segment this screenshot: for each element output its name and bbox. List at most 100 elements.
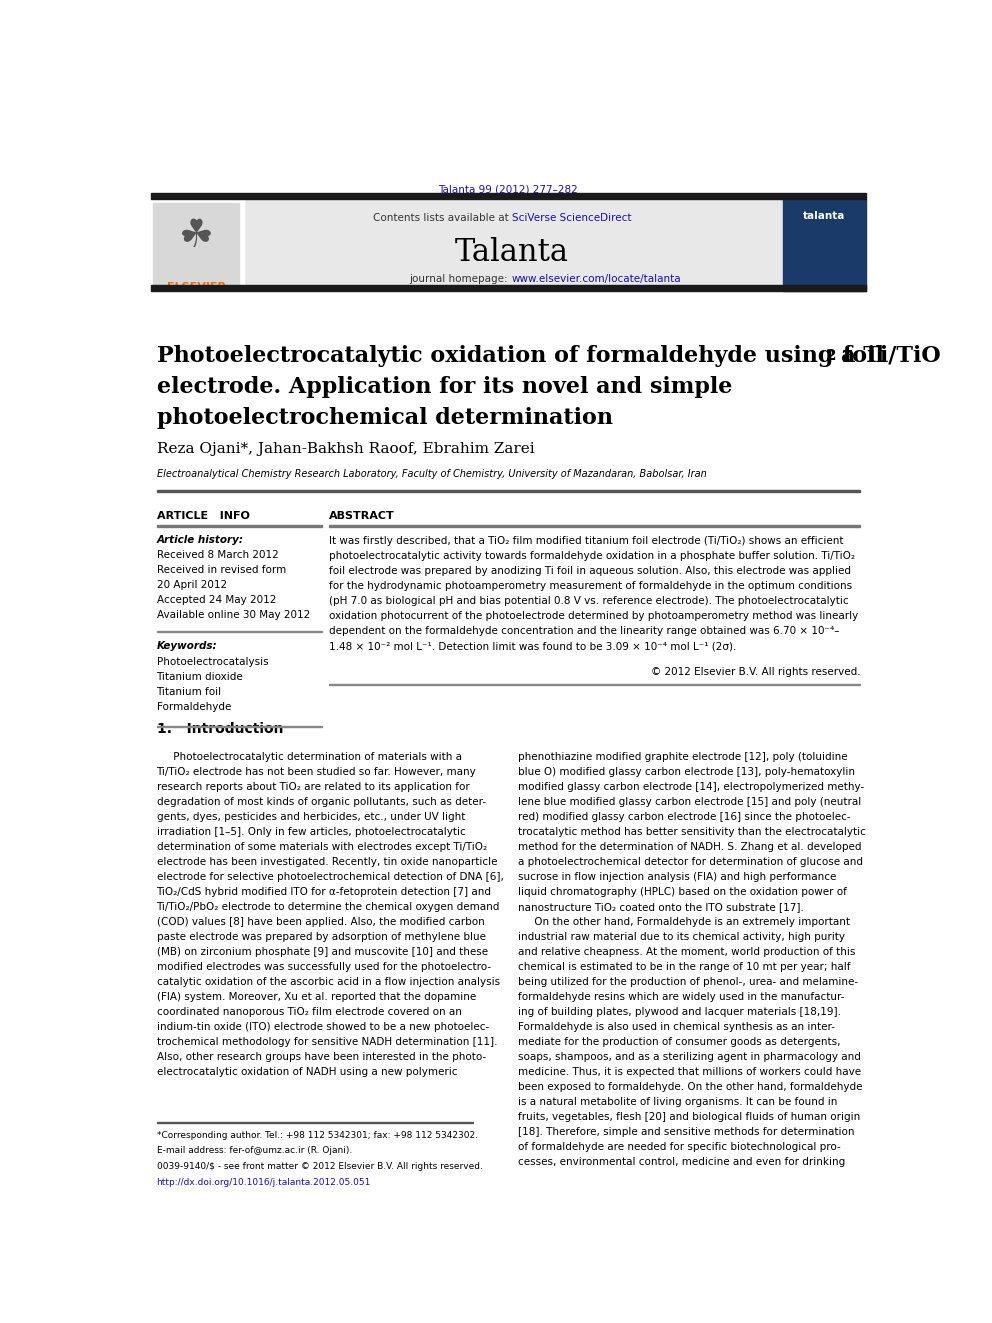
Text: ☘: ☘: [179, 217, 213, 254]
Text: Photoelectrocatalytic determination of materials with a: Photoelectrocatalytic determination of m…: [157, 751, 461, 762]
Bar: [151, 193, 866, 198]
Text: electrocatalytic oxidation of NADH using a new polymeric: electrocatalytic oxidation of NADH using…: [157, 1066, 457, 1077]
Text: © 2012 Elsevier B.V. All rights reserved.: © 2012 Elsevier B.V. All rights reserved…: [651, 667, 860, 677]
Text: ing of building plates, plywood and lacquer materials [18,19].: ing of building plates, plywood and lacq…: [518, 1007, 840, 1017]
Text: E-mail address: fer-of@umz.ac.ir (R. Ojani).: E-mail address: fer-of@umz.ac.ir (R. Oja…: [157, 1146, 352, 1155]
Text: lene blue modified glassy carbon electrode [15] and poly (neutral: lene blue modified glassy carbon electro…: [518, 796, 861, 807]
Text: phenothiazine modified graphite electrode [12], poly (toluidine: phenothiazine modified graphite electrod…: [518, 751, 847, 762]
Text: Received 8 March 2012: Received 8 March 2012: [157, 550, 279, 560]
Text: ABSTRACT: ABSTRACT: [329, 512, 395, 521]
Text: 1.48 × 10⁻² mol L⁻¹. Detection limit was found to be 3.09 × 10⁻⁴ mol L⁻¹ (2σ).: 1.48 × 10⁻² mol L⁻¹. Detection limit was…: [329, 642, 737, 651]
Text: formaldehyde resins which are widely used in the manufactur-: formaldehyde resins which are widely use…: [518, 992, 844, 1002]
Text: research reports about TiO₂ are related to its application for: research reports about TiO₂ are related …: [157, 782, 469, 791]
Text: Accepted 24 May 2012: Accepted 24 May 2012: [157, 595, 276, 605]
Text: trochemical methodology for sensitive NADH determination [11].: trochemical methodology for sensitive NA…: [157, 1037, 497, 1046]
Text: being utilized for the production of phenol-, urea- and melamine-: being utilized for the production of phe…: [518, 976, 858, 987]
Bar: [154, 202, 239, 288]
Text: talanta: talanta: [804, 212, 845, 221]
Text: 20 April 2012: 20 April 2012: [157, 579, 227, 590]
Text: ARTICLE   INFO: ARTICLE INFO: [157, 512, 249, 521]
Bar: [151, 198, 866, 291]
Bar: [151, 284, 866, 291]
Text: fruits, vegetables, flesh [20] and biological fluids of human origin: fruits, vegetables, flesh [20] and biolo…: [518, 1113, 860, 1122]
Text: journal homepage:: journal homepage:: [410, 274, 512, 284]
Text: Keywords:: Keywords:: [157, 642, 217, 651]
Text: TiO₂/CdS hybrid modified ITO for α-fetoprotein detection [7] and: TiO₂/CdS hybrid modified ITO for α-fetop…: [157, 886, 492, 897]
Text: paste electrode was prepared by adsorption of methylene blue: paste electrode was prepared by adsorpti…: [157, 931, 485, 942]
Text: medicine. Thus, it is expected that millions of workers could have: medicine. Thus, it is expected that mill…: [518, 1066, 861, 1077]
Text: of formaldehyde are needed for specific biotechnological pro-: of formaldehyde are needed for specific …: [518, 1142, 840, 1152]
Text: industrial raw material due to its chemical activity, high purity: industrial raw material due to its chemi…: [518, 931, 845, 942]
Text: www.elsevier.com/locate/talanta: www.elsevier.com/locate/talanta: [512, 274, 682, 284]
Bar: [151, 198, 244, 291]
Text: red) modified glassy carbon electrode [16] since the photoelec-: red) modified glassy carbon electrode [1…: [518, 812, 850, 822]
Text: modified glassy carbon electrode [14], electropolymerized methy-: modified glassy carbon electrode [14], e…: [518, 782, 864, 791]
Text: coordinated nanoporous TiO₂ film electrode covered on an: coordinated nanoporous TiO₂ film electro…: [157, 1007, 461, 1017]
Text: catalytic oxidation of the ascorbic acid in a flow injection analysis: catalytic oxidation of the ascorbic acid…: [157, 976, 500, 987]
Bar: [783, 198, 866, 291]
Text: 2: 2: [826, 349, 836, 363]
Text: SciVerse ScienceDirect: SciVerse ScienceDirect: [512, 213, 631, 222]
Text: 0039-9140/$ - see front matter © 2012 Elsevier B.V. All rights reserved.: 0039-9140/$ - see front matter © 2012 El…: [157, 1162, 482, 1171]
Text: for the hydrodynamic photoamperometry measurement of formaldehyde in the optimum: for the hydrodynamic photoamperometry me…: [329, 581, 852, 591]
Text: degradation of most kinds of organic pollutants, such as deter-: degradation of most kinds of organic pol…: [157, 796, 486, 807]
Text: oxidation photocurrent of the photoelectrode determined by photoamperometry meth: oxidation photocurrent of the photoelect…: [329, 611, 859, 620]
Text: http://dx.doi.org/10.1016/j.talanta.2012.05.051: http://dx.doi.org/10.1016/j.talanta.2012…: [157, 1177, 371, 1187]
Text: (MB) on zirconium phosphate [9] and muscovite [10] and these: (MB) on zirconium phosphate [9] and musc…: [157, 947, 488, 957]
Text: sucrose in flow injection analysis (FIA) and high performance: sucrose in flow injection analysis (FIA)…: [518, 872, 836, 882]
Text: Available online 30 May 2012: Available online 30 May 2012: [157, 610, 310, 620]
Text: cesses, environmental control, medicine and even for drinking: cesses, environmental control, medicine …: [518, 1158, 845, 1167]
Text: On the other hand, Formaldehyde is an extremely important: On the other hand, Formaldehyde is an ex…: [518, 917, 850, 927]
Text: Formaldehyde is also used in chemical synthesis as an inter-: Formaldehyde is also used in chemical sy…: [518, 1021, 834, 1032]
Text: is a natural metabolite of living organisms. It can be found in: is a natural metabolite of living organi…: [518, 1097, 837, 1107]
Text: ELSEVIER: ELSEVIER: [167, 282, 225, 292]
Text: Formaldehyde: Formaldehyde: [157, 701, 231, 712]
Text: Photoelectrocatalysis: Photoelectrocatalysis: [157, 656, 268, 667]
Text: It was firstly described, that a TiO₂ film modified titanium foil electrode (Ti/: It was firstly described, that a TiO₂ fi…: [329, 536, 844, 546]
Text: foil electrode was prepared by anodizing Ti foil in aqueous solution. Also, this: foil electrode was prepared by anodizing…: [329, 566, 851, 576]
Text: 1.   Introduction: 1. Introduction: [157, 722, 283, 737]
Text: a photoelectrochemical detector for determination of glucose and: a photoelectrochemical detector for dete…: [518, 857, 863, 867]
Text: Also, other research groups have been interested in the photo-: Also, other research groups have been in…: [157, 1052, 486, 1062]
Text: (COD) values [8] have been applied. Also, the modified carbon: (COD) values [8] have been applied. Also…: [157, 917, 484, 927]
Bar: [157, 525, 321, 527]
Text: Titanium foil: Titanium foil: [157, 687, 221, 697]
Text: photoelectrocatalytic activity towards formaldehyde oxidation in a phosphate buf: photoelectrocatalytic activity towards f…: [329, 552, 855, 561]
Text: Ti/TiO₂ electrode has not been studied so far. However, many: Ti/TiO₂ electrode has not been studied s…: [157, 766, 476, 777]
Text: liquid chromatography (HPLC) based on the oxidation power of: liquid chromatography (HPLC) based on th…: [518, 886, 846, 897]
Text: chemical is estimated to be in the range of 10 mt per year; half: chemical is estimated to be in the range…: [518, 962, 850, 972]
Text: *Corresponding author. Tel.: +98 112 5342301; fax: +98 112 5342302.: *Corresponding author. Tel.: +98 112 534…: [157, 1130, 477, 1139]
Text: (FIA) system. Moreover, Xu et al. reported that the dopamine: (FIA) system. Moreover, Xu et al. report…: [157, 992, 476, 1002]
Text: nanostructure TiO₂ coated onto the ITO substrate [17].: nanostructure TiO₂ coated onto the ITO s…: [518, 902, 804, 912]
Text: Talanta: Talanta: [454, 237, 568, 269]
Text: Talanta 99 (2012) 277–282: Talanta 99 (2012) 277–282: [438, 184, 578, 194]
Text: [18]. Therefore, simple and sensitive methods for determination: [18]. Therefore, simple and sensitive me…: [518, 1127, 854, 1136]
Text: irradiation [1–5]. Only in few articles, photoelectrocatalytic: irradiation [1–5]. Only in few articles,…: [157, 827, 465, 836]
Text: dependent on the formaldehyde concentration and the linearity range obtained was: dependent on the formaldehyde concentrat…: [329, 626, 840, 636]
Bar: [329, 525, 860, 527]
Text: Electroanalytical Chemistry Research Laboratory, Faculty of Chemistry, Universit: Electroanalytical Chemistry Research Lab…: [157, 470, 706, 479]
Text: Contents lists available at: Contents lists available at: [373, 213, 512, 222]
Text: electrode. Application for its novel and simple: electrode. Application for its novel and…: [157, 376, 732, 398]
Text: indium-tin oxide (ITO) electrode showed to be a new photoelec-: indium-tin oxide (ITO) electrode showed …: [157, 1021, 489, 1032]
Text: determination of some materials with electrodes except Ti/TiO₂: determination of some materials with ele…: [157, 841, 487, 852]
Text: blue O) modified glassy carbon electrode [13], poly-hematoxylin: blue O) modified glassy carbon electrode…: [518, 766, 855, 777]
Text: and relative cheapness. At the moment, world production of this: and relative cheapness. At the moment, w…: [518, 947, 855, 957]
Text: been exposed to formaldehyde. On the other hand, formaldehyde: been exposed to formaldehyde. On the oth…: [518, 1082, 862, 1091]
Text: modified electrodes was successfully used for the photoelectro-: modified electrodes was successfully use…: [157, 962, 491, 972]
Text: electrode for selective photoelectrochemical detection of DNA [6],: electrode for selective photoelectrochem…: [157, 872, 503, 882]
Text: foil: foil: [835, 345, 884, 366]
Text: Ti/TiO₂/PbO₂ electrode to determine the chemical oxygen demand: Ti/TiO₂/PbO₂ electrode to determine the …: [157, 902, 500, 912]
Text: Received in revised form: Received in revised form: [157, 565, 286, 576]
Text: method for the determination of NADH. S. Zhang et al. developed: method for the determination of NADH. S.…: [518, 841, 861, 852]
Text: Titanium dioxide: Titanium dioxide: [157, 672, 243, 681]
Text: gents, dyes, pesticides and herbicides, etc., under UV light: gents, dyes, pesticides and herbicides, …: [157, 812, 465, 822]
Bar: [157, 491, 860, 492]
Text: trocatalytic method has better sensitivity than the electrocatalytic: trocatalytic method has better sensitivi…: [518, 827, 866, 836]
Text: electrode has been investigated. Recently, tin oxide nanoparticle: electrode has been investigated. Recentl…: [157, 857, 497, 867]
Text: (pH 7.0 as biological pH and bias potential 0.8 V vs. reference electrode). The : (pH 7.0 as biological pH and bias potent…: [329, 597, 849, 606]
Text: Article history:: Article history:: [157, 534, 244, 545]
Text: soaps, shampoos, and as a sterilizing agent in pharmacology and: soaps, shampoos, and as a sterilizing ag…: [518, 1052, 861, 1062]
Text: Photoelectrocatalytic oxidation of formaldehyde using a Ti/TiO: Photoelectrocatalytic oxidation of forma…: [157, 345, 940, 366]
Text: photoelectrochemical determination: photoelectrochemical determination: [157, 406, 612, 429]
